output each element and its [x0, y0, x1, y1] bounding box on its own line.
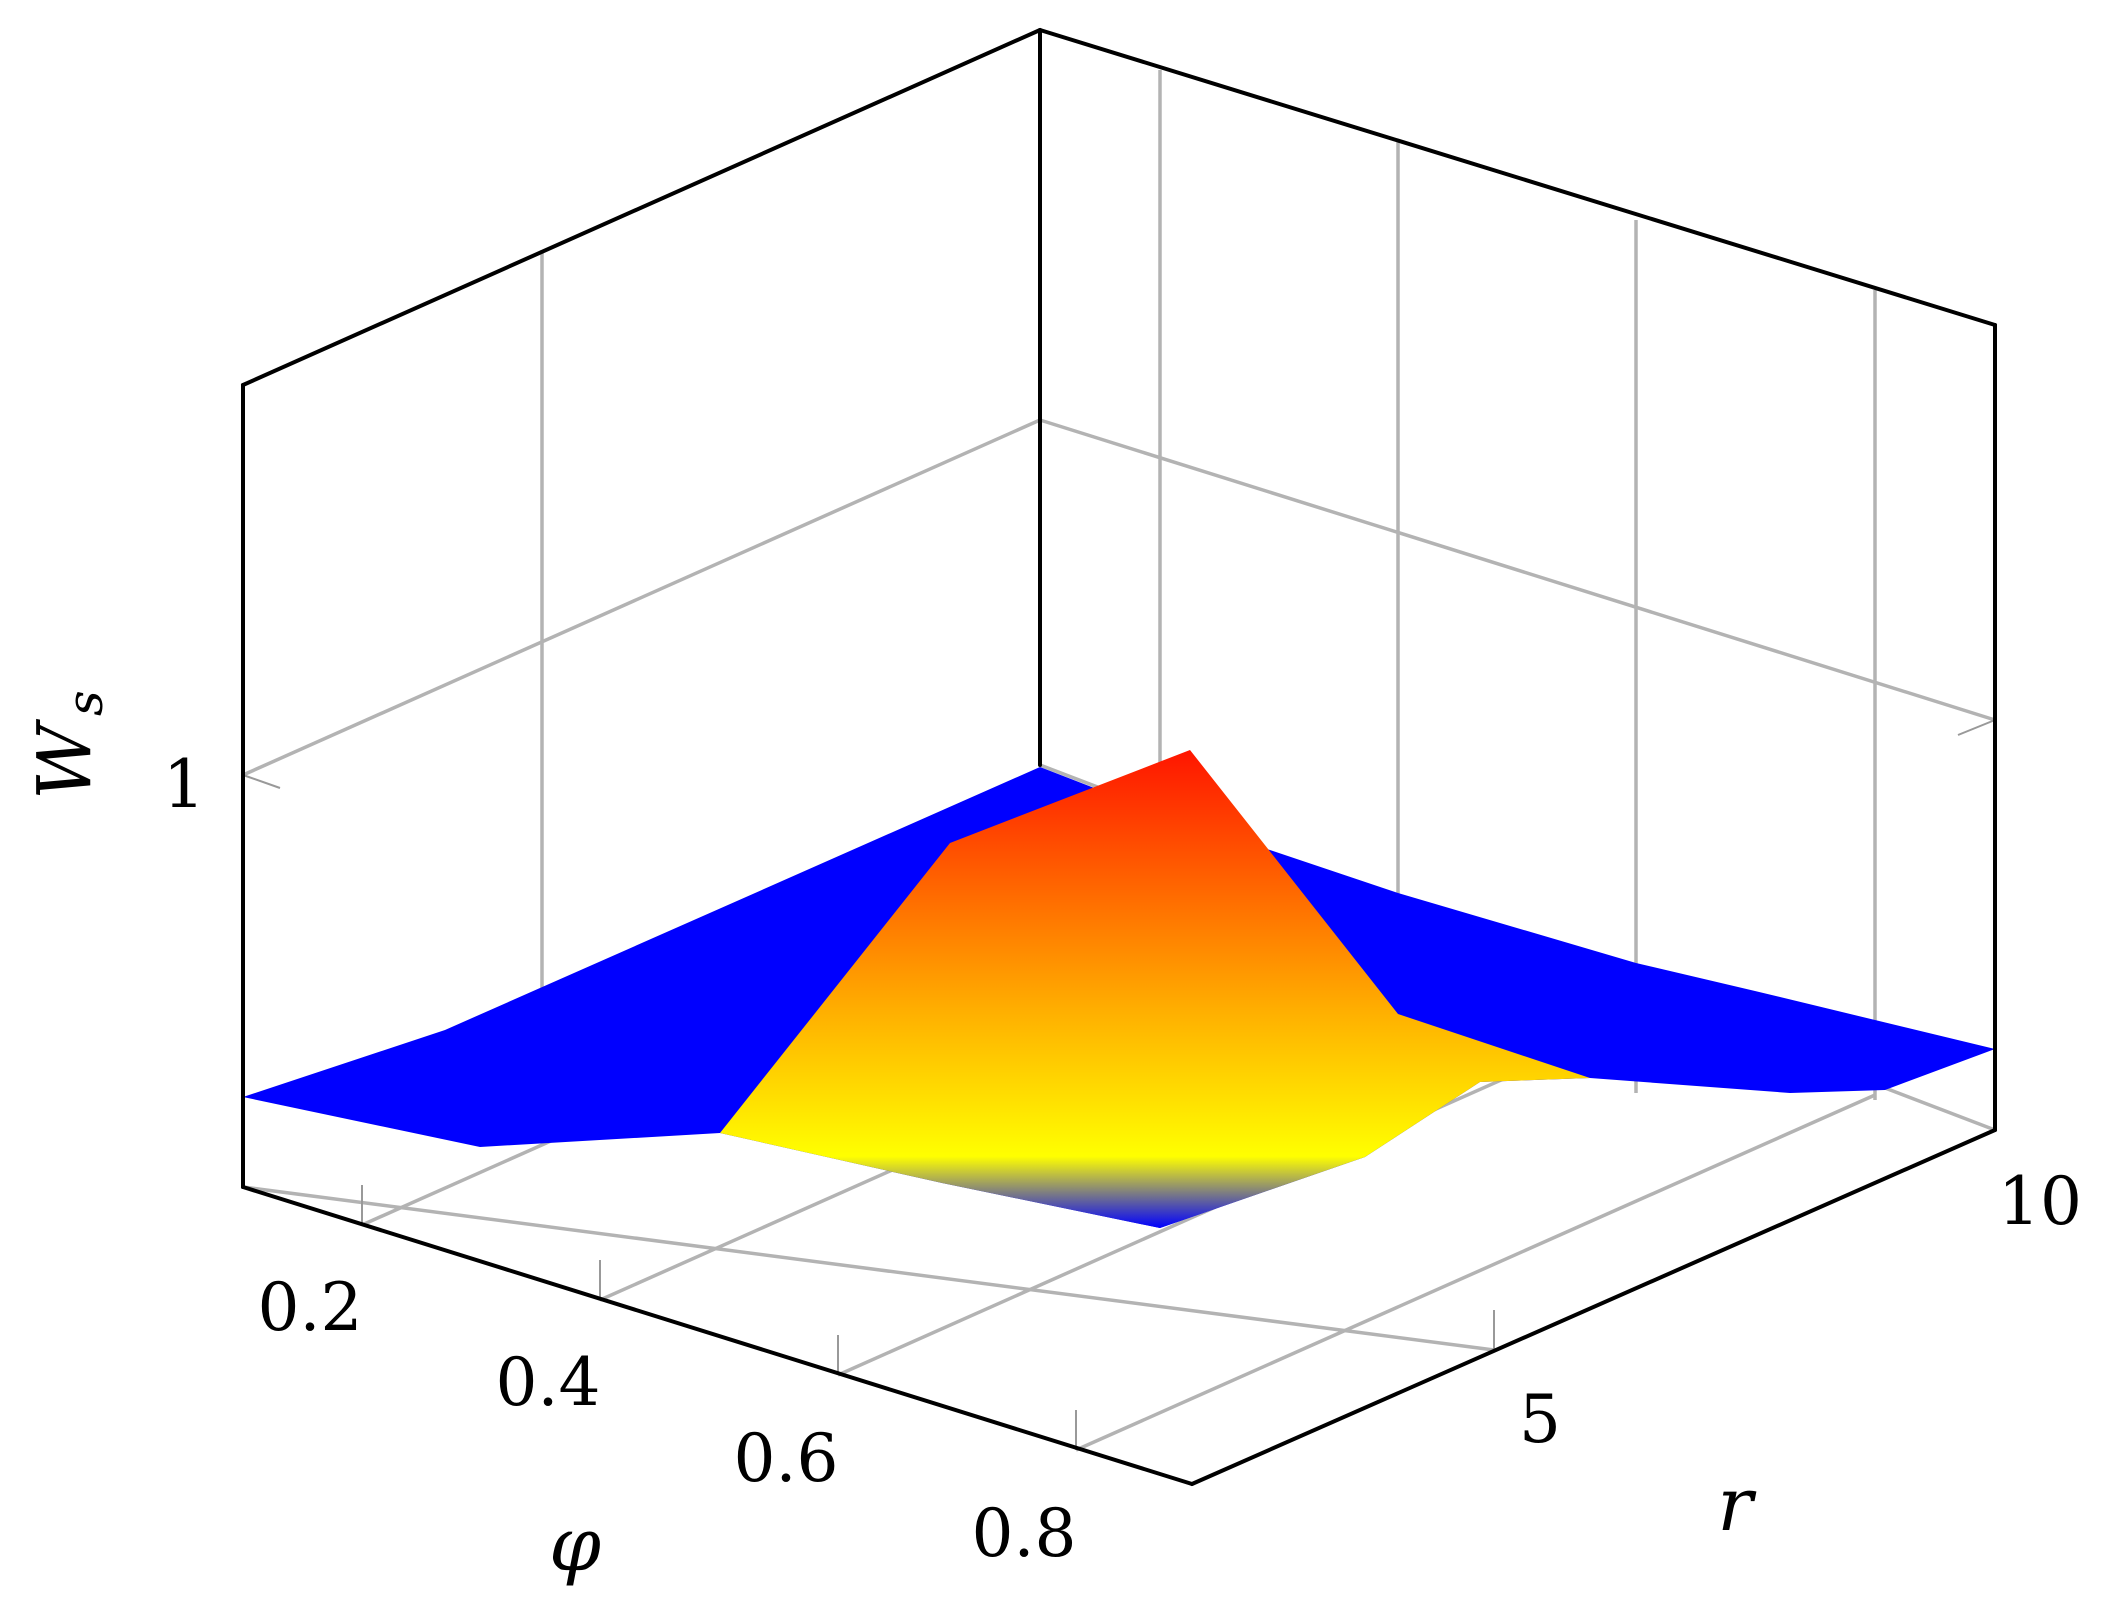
z-tick-label: 1 — [163, 746, 205, 823]
axis-labels: φ r W s — [22, 690, 1757, 1588]
z-axis-label-subscript: s — [56, 690, 114, 716]
x-tick-labels: 0.2 0.4 0.6 0.8 — [258, 1269, 1077, 1572]
z-tick-labels: 1 — [163, 746, 205, 823]
y-axis-label: r — [1717, 1462, 1757, 1548]
tick-mark — [242, 774, 281, 789]
box-edge — [241, 28, 1042, 387]
x-tick-label: 0.2 — [258, 1269, 363, 1346]
surface-peak — [720, 750, 1590, 1228]
axes-box — [241, 28, 1997, 1486]
x-tick-label: 0.6 — [734, 1420, 839, 1497]
y-tick-label: 10 — [1998, 1163, 2082, 1240]
z-axis-label: W s — [22, 690, 114, 800]
grid-line — [1075, 1093, 1876, 1452]
box-edge — [1038, 28, 1997, 327]
back-grid — [242, 70, 1996, 1138]
tick-marks — [242, 719, 1996, 1450]
box-edge — [241, 1185, 1194, 1486]
z-axis-label-main: W — [22, 718, 108, 800]
surface — [243, 750, 1995, 1228]
grid-line — [242, 418, 1041, 777]
y-tick-label: 5 — [1519, 1381, 1561, 1458]
grid-line — [242, 1185, 1495, 1352]
tick-mark — [1957, 719, 1996, 736]
x-tick-label: 0.4 — [496, 1344, 601, 1421]
x-axis-label: φ — [549, 1502, 601, 1588]
box-edge — [1190, 1128, 1997, 1486]
grid-line — [1039, 418, 1996, 722]
y-tick-labels: 5 10 — [1519, 1163, 2082, 1458]
x-tick-label: 0.8 — [972, 1495, 1077, 1572]
